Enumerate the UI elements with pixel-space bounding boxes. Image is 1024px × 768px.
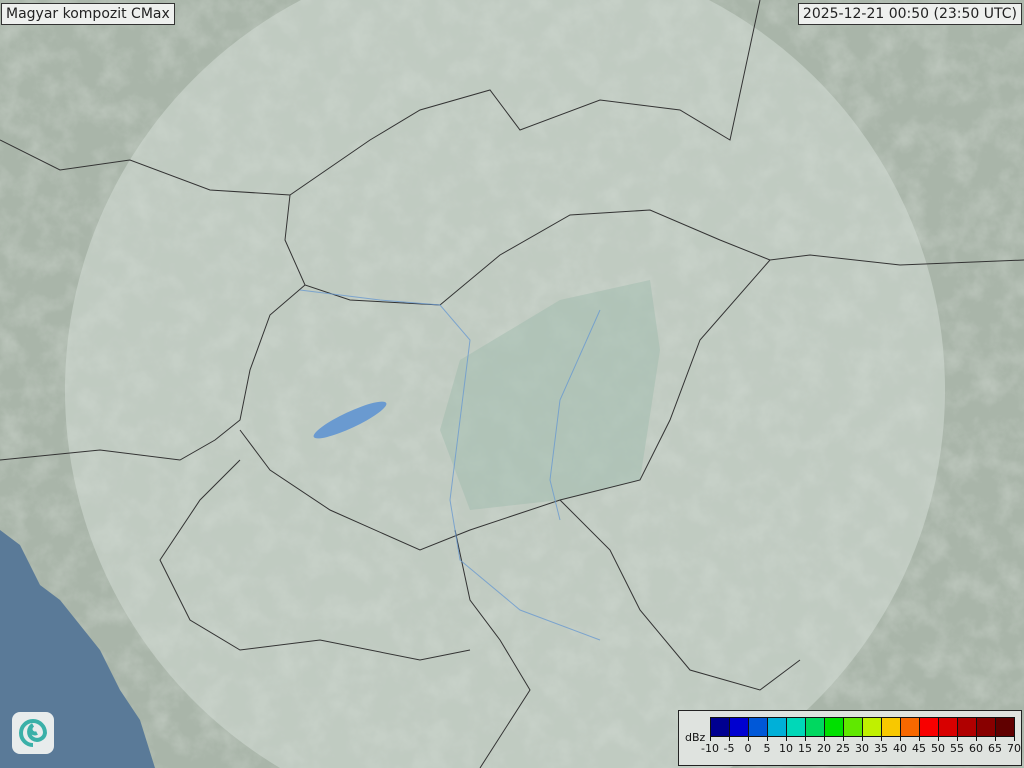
legend-tick [748,736,749,741]
legend-tick [805,736,806,741]
color-scale [710,717,1015,737]
legend-tick-label: 25 [836,742,850,755]
legend-tick [843,736,844,741]
swirl-logo-icon[interactable] [12,712,54,754]
legend-tick-label: 40 [893,742,907,755]
legend-tick [900,736,901,741]
legend-tick-label: 45 [912,742,926,755]
legend-bin [901,718,920,736]
legend-bin [768,718,787,736]
legend-bin [749,718,768,736]
dbz-legend: dBz -10 -5 0 5 10 15 20 25 30 35 40 45 50 55 60 65 70 [678,710,1022,766]
legend-tick [824,736,825,741]
legend-tick-label: -10 [701,742,719,755]
legend-unit: dBz [685,731,706,744]
legend-bin [977,718,996,736]
legend-bin [787,718,806,736]
product-title: Magyar kompozit CMax [1,3,175,25]
legend-tick [729,736,730,741]
legend-tick [938,736,939,741]
legend-ticks: -10 -5 0 5 10 15 20 25 30 35 40 45 50 55 60 65 70 [701,736,1021,762]
legend-tick [786,736,787,741]
legend-tick-label: 10 [779,742,793,755]
legend-tick-label: 0 [744,742,752,755]
timestamp-label: 2025-12-21 00:50 (23:50 UTC) [797,3,1022,25]
legend-tick [710,736,711,741]
legend-tick [881,736,882,741]
legend-bin [996,718,1014,736]
legend-tick-label: 15 [798,742,812,755]
legend-bin [844,718,863,736]
legend-bin [730,718,749,736]
legend-tick [919,736,920,741]
legend-bin [711,718,730,736]
legend-tick [862,736,863,741]
legend-tick-label: 50 [931,742,945,755]
legend-tick-label: -5 [723,742,735,755]
legend-tick [1014,736,1015,741]
legend-tick-label: 55 [950,742,964,755]
legend-tick-label: 65 [988,742,1002,755]
legend-tick-label: 70 [1007,742,1021,755]
legend-bin [863,718,882,736]
legend-tick-label: 20 [817,742,831,755]
legend-bin [958,718,977,736]
legend-tick-label: 30 [855,742,869,755]
adriatic-sea [0,530,155,768]
rivers [299,289,601,641]
legend-bin [939,718,958,736]
legend-tick-label: 5 [763,742,771,755]
legend-tick [976,736,977,741]
legend-bin [920,718,939,736]
legend-tick [995,736,996,741]
legend-tick-label: 35 [874,742,888,755]
legend-tick [957,736,958,741]
lake-balaton [313,401,387,439]
legend-tick [767,736,768,741]
legend-tick-label: 60 [969,742,983,755]
legend-bin [806,718,825,736]
legend-bin [882,718,901,736]
hungary-plain [440,280,660,510]
legend-bin [825,718,844,736]
